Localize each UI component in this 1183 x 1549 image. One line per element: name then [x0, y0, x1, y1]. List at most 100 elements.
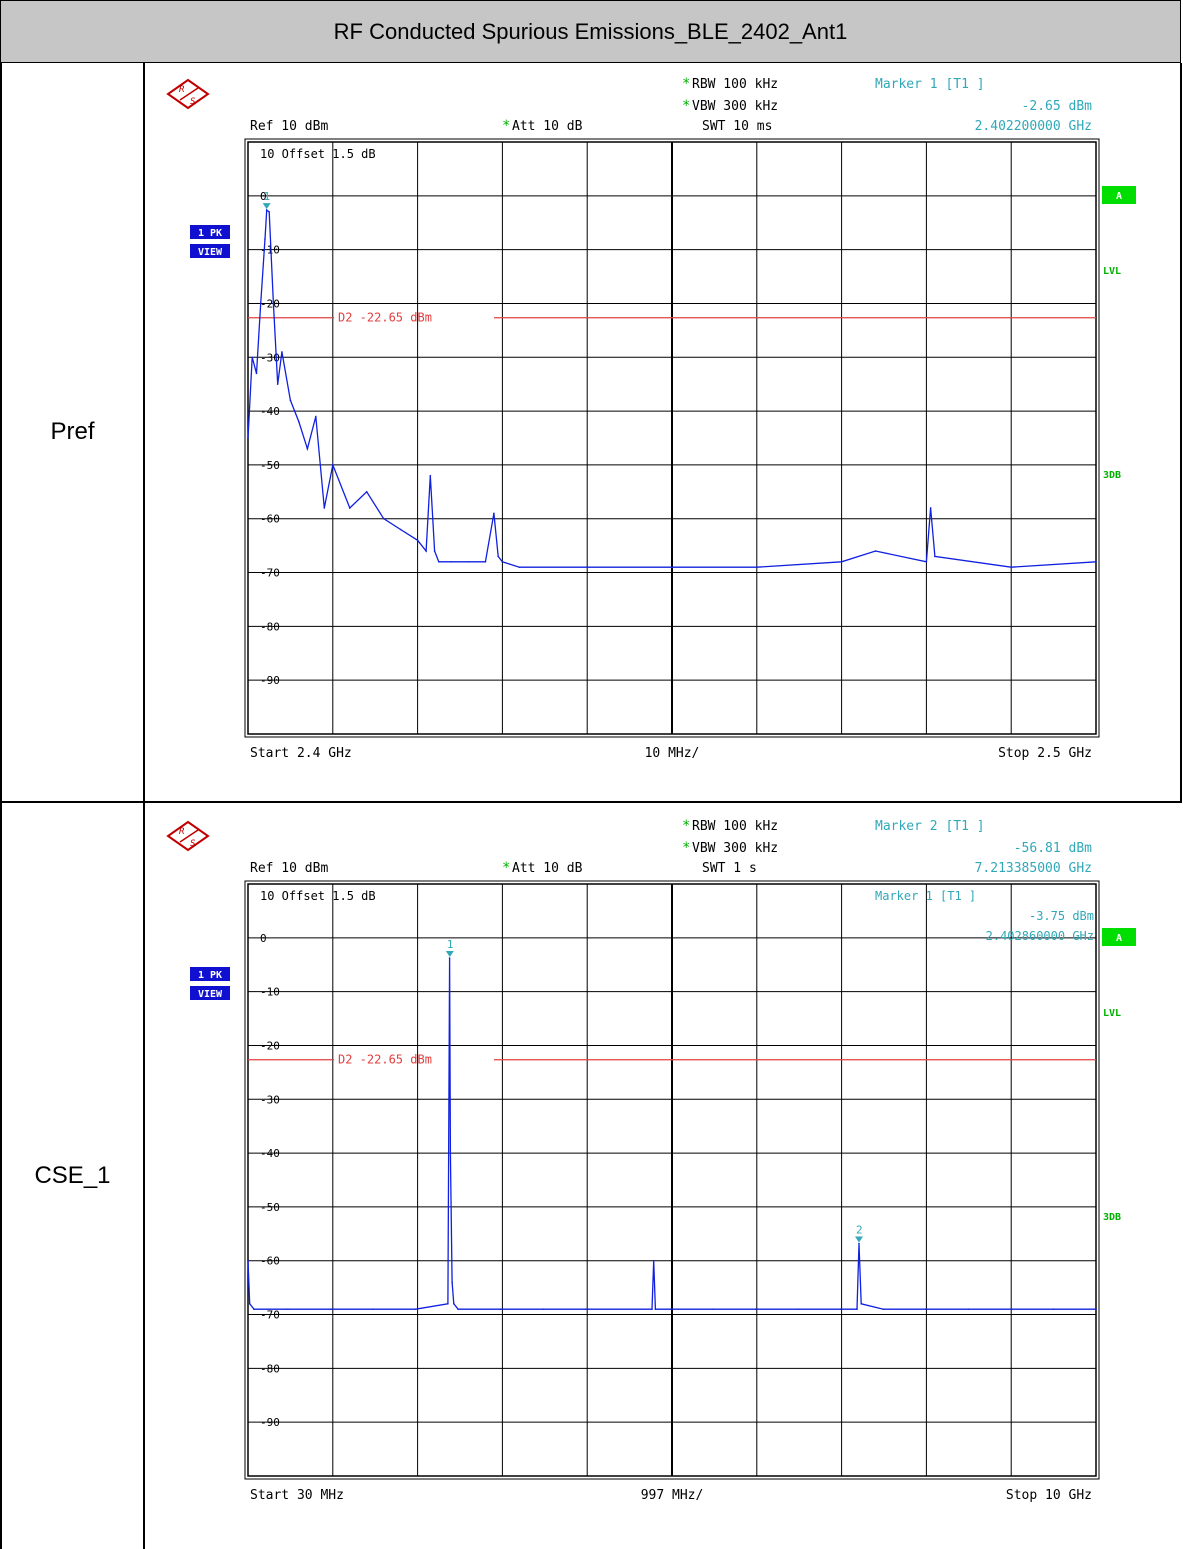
- trace-point: [448, 957, 451, 959]
- trace-point: [1052, 1308, 1055, 1310]
- trace-point: [925, 560, 928, 563]
- trace-point: [756, 566, 758, 568]
- view-badge: VIEW: [198, 247, 223, 258]
- y-tick-label: -40: [260, 1147, 280, 1160]
- y-tick-label: -60: [260, 513, 280, 526]
- trace-point: [1010, 566, 1012, 568]
- y-tick-label: -20: [260, 297, 280, 310]
- trace-point: [882, 1308, 885, 1310]
- trace-point: [840, 1308, 842, 1310]
- rs-logo: RS: [166, 78, 210, 110]
- rs-logo: RS: [166, 820, 210, 852]
- rbw-setting: RBW 100 kHz: [692, 819, 778, 834]
- marker-level: -2.65 dBm: [1022, 99, 1093, 114]
- a-badge-bg: [1102, 186, 1136, 204]
- trace-point: [272, 302, 275, 305]
- trace-point: [281, 351, 283, 353]
- trace-point: [856, 1308, 858, 1310]
- y-tick-label: -20: [260, 1039, 280, 1052]
- trace-point: [929, 507, 932, 509]
- trace-point: [332, 464, 334, 466]
- y-tick-label: -90: [260, 674, 280, 687]
- trace-point: [449, 1152, 452, 1154]
- marker-triangle: [445, 951, 454, 957]
- trace-point: [372, 1308, 374, 1310]
- sweep-time: SWT 1 s: [702, 861, 757, 876]
- trace-point: [268, 211, 270, 213]
- trace-point: [247, 1259, 249, 1262]
- trace-point: [438, 560, 440, 563]
- vbw-star: *: [682, 840, 690, 856]
- trace-point: [840, 560, 843, 563]
- y-tick-label: 0: [260, 190, 267, 203]
- trace-point: [315, 415, 317, 418]
- trace-point: [712, 1308, 715, 1310]
- marker-level: -56.81 dBm: [1014, 841, 1092, 856]
- plot-outer-frame: [244, 138, 1100, 738]
- start-frequency: Start 30 MHz: [250, 1488, 344, 1503]
- trace-point: [348, 507, 351, 509]
- trace-point: [425, 550, 427, 552]
- inner-marker-frequency: 2.402860000 GHz: [986, 929, 1094, 943]
- trace-point: [1095, 560, 1097, 563]
- y-tick-label: -50: [260, 1201, 280, 1214]
- trace-point: [451, 1281, 453, 1284]
- lvl-badge: LVL: [1103, 1008, 1121, 1019]
- trace-point: [414, 1308, 417, 1310]
- offset-label: 10 Offset 1.5 dB: [260, 889, 376, 903]
- trace-point: [925, 1308, 927, 1310]
- marker-number: 2: [856, 1224, 863, 1237]
- trace-point: [276, 383, 279, 385]
- trace-point: [265, 209, 268, 211]
- y-tick-label: -90: [260, 1416, 280, 1429]
- y-tick-label: 0: [260, 932, 267, 945]
- rbw-setting: RBW 100 kHz: [692, 77, 778, 92]
- trace-point: [1010, 1308, 1012, 1310]
- trace-point: [287, 1308, 289, 1310]
- trace-point: [453, 1302, 455, 1305]
- table-left-border: [0, 63, 2, 1549]
- trace-point: [467, 560, 470, 563]
- trace-point: [298, 421, 300, 423]
- view-badge-bg: [190, 244, 230, 258]
- pk-badge-bg: [190, 967, 230, 981]
- stop-frequency: Stop 2.5 GHz: [998, 746, 1092, 761]
- trace-point: [450, 560, 453, 563]
- plot-outer-frame: [244, 880, 1100, 1480]
- rbw-star: *: [682, 76, 690, 92]
- trace-point: [858, 1242, 860, 1245]
- trace-point: [797, 1308, 800, 1310]
- trace-point: [382, 517, 385, 520]
- logo-s: S: [190, 839, 196, 849]
- att-star: *: [502, 860, 510, 876]
- row-label-cse-1: CSE_1: [34, 1162, 111, 1189]
- a-badge: A: [1116, 933, 1122, 944]
- trace-point: [501, 560, 504, 563]
- ref-level: Ref 10 dBm: [250, 119, 328, 134]
- marker-frequency: 7.213385000 GHz: [975, 861, 1092, 876]
- page-title: RF Conducted Spurious Emissions_BLE_2402…: [0, 0, 1181, 63]
- trace-point: [518, 566, 521, 568]
- trace-point: [671, 566, 673, 568]
- y-tick-label: -40: [260, 405, 280, 418]
- view-badge: VIEW: [198, 989, 223, 1000]
- row-label-pref: Pref: [50, 418, 95, 445]
- table-right-border: [1180, 63, 1182, 803]
- stop-frequency: Stop 10 GHz: [1006, 1488, 1092, 1503]
- trace-point: [457, 1308, 459, 1310]
- att-star: *: [502, 118, 510, 134]
- vbw-setting: VBW 300 kHz: [692, 841, 778, 856]
- sweep-time: SWT 10 ms: [702, 119, 772, 134]
- trace-point: [399, 528, 402, 531]
- logo-stroke: [179, 829, 199, 843]
- attenuation: Att 10 dB: [512, 119, 583, 134]
- trace-point: [497, 555, 499, 558]
- attenuation: Att 10 dB: [512, 861, 583, 876]
- y-tick-label: -70: [260, 1309, 280, 1322]
- span-per-division: 997 MHz/: [641, 1488, 704, 1503]
- y-tick-label: -50: [260, 459, 280, 472]
- trace-point: [542, 1308, 544, 1310]
